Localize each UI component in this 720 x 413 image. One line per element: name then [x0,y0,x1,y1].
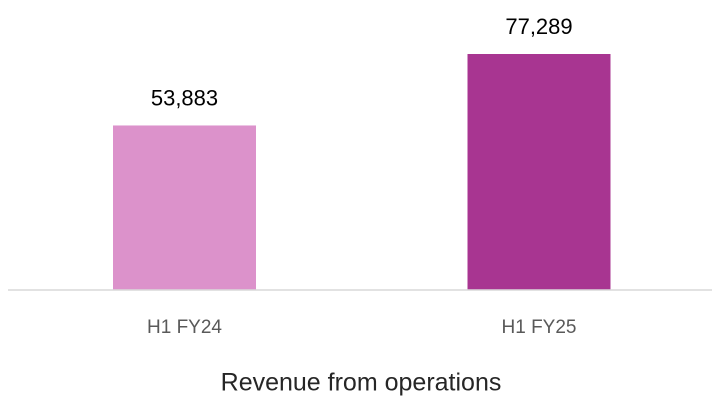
data-label: 53,883 [151,85,218,110]
bar [467,54,611,290]
x-tick-label: H1 FY24 [147,317,222,338]
data-label: 77,289 [505,14,572,39]
x-axis-title: Revenue from operations [221,369,502,397]
x-tick-label: H1 FY25 [502,317,577,338]
bar [113,125,256,290]
